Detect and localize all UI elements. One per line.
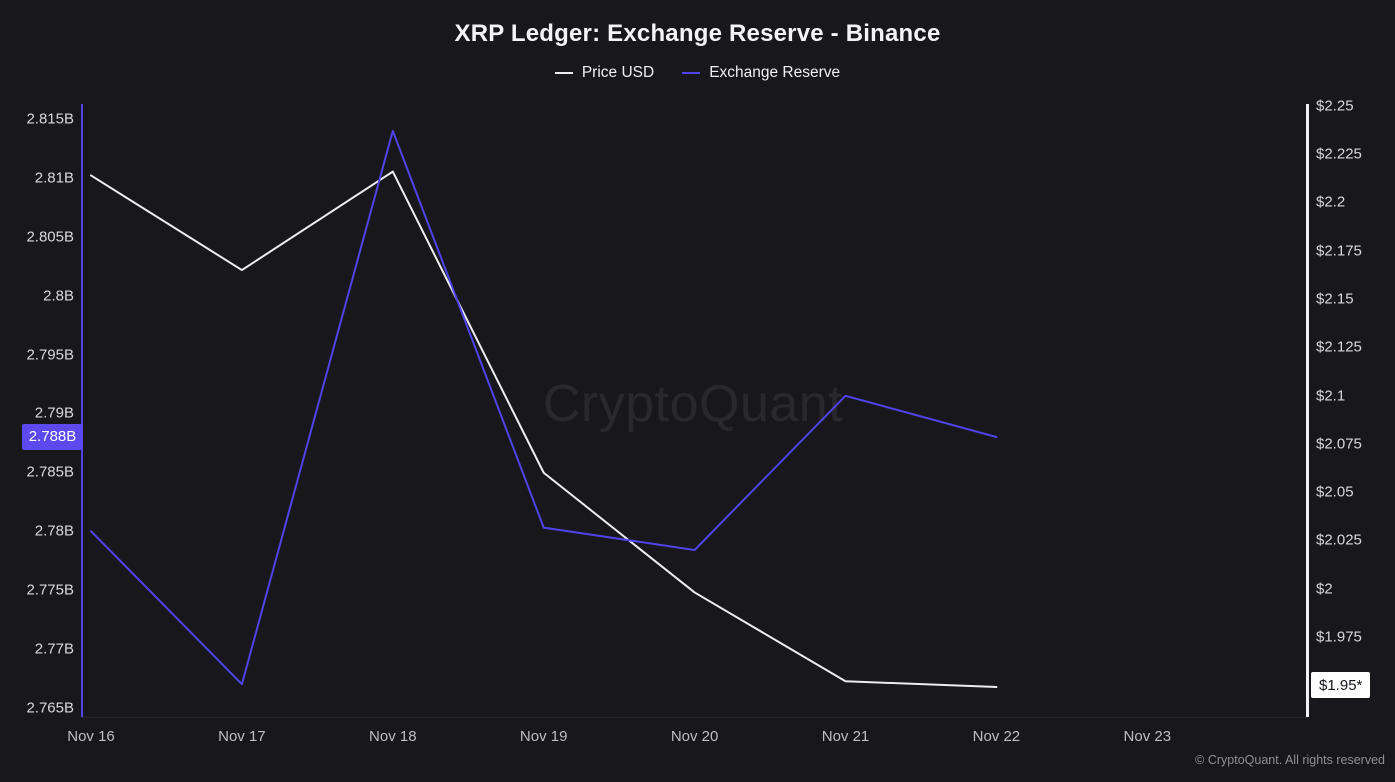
legend-item-price-usd[interactable]: Price USD xyxy=(554,64,655,82)
x-axis-baseline xyxy=(82,717,1308,718)
x-axis-tick: Nov 16 xyxy=(67,728,115,745)
right-axis-tick: $2.025 xyxy=(1316,531,1362,549)
left-axis-line xyxy=(81,104,83,717)
right-axis-tick: $2.225 xyxy=(1316,145,1362,163)
left-axis-tick: 2.785B xyxy=(26,463,74,481)
right-axis-tick: $2 xyxy=(1316,580,1333,598)
series-line-price-usd xyxy=(90,170,998,689)
left-axis-tick: 2.805B xyxy=(26,228,74,246)
right-axis-tick: $2.075 xyxy=(1316,435,1362,453)
right-axis-badge: $1.95* xyxy=(1311,672,1371,699)
series-line-exchange-reserve xyxy=(90,129,998,686)
right-axis-tick: $2.125 xyxy=(1316,338,1362,356)
copyright-footer: © CryptoQuant. All rights reserved xyxy=(1195,753,1385,767)
left-axis-tick: 2.78B xyxy=(34,522,74,540)
legend-label: Price USD xyxy=(581,64,655,81)
chart-legend: Price USD Exchange Reserve xyxy=(0,64,1395,82)
right-axis-tick: $2.2 xyxy=(1316,193,1346,211)
right-axis-tick: $2.175 xyxy=(1316,242,1362,260)
left-axis-tick: 2.775B xyxy=(26,581,74,599)
x-axis-tick: Nov 18 xyxy=(369,728,417,745)
legend-item-exchange-reserve[interactable]: Exchange Reserve xyxy=(682,64,840,82)
x-axis-tick: Nov 17 xyxy=(218,728,266,745)
left-axis-tick: 2.815B xyxy=(26,110,74,128)
x-axis-tick: Nov 22 xyxy=(972,728,1021,745)
left-axis-tick: 2.795B xyxy=(26,346,74,364)
x-axis-tick: Nov 21 xyxy=(821,728,870,745)
x-axis-tick: Nov 20 xyxy=(670,728,719,745)
left-axis-tick: 2.765B xyxy=(26,699,74,717)
right-axis-tick: $2.1 xyxy=(1316,387,1346,405)
x-axis-tick: Nov 23 xyxy=(1123,728,1172,745)
legend-label: Exchange Reserve xyxy=(709,64,841,81)
x-axis-tick: Nov 19 xyxy=(519,728,568,745)
right-axis-tick: $1.975 xyxy=(1316,628,1362,646)
left-axis-tick: 2.8B xyxy=(43,287,74,305)
chart-title: XRP Ledger: Exchange Reserve - Binance xyxy=(454,20,941,47)
left-axis-tick: 2.79B xyxy=(34,404,74,422)
left-axis-tick: 2.77B xyxy=(34,640,74,658)
left-axis-tick: 2.81B xyxy=(34,169,74,187)
exchange-reserve-line-swatch-icon xyxy=(682,72,701,74)
right-axis-tick: $2.25 xyxy=(1316,97,1354,115)
right-axis-tick: $2.05 xyxy=(1316,483,1354,501)
right-axis-line xyxy=(1306,104,1309,717)
price-usd-line-swatch-icon xyxy=(554,72,573,74)
left-axis-badge: 2.788B xyxy=(22,423,83,450)
right-axis-tick: $2.15 xyxy=(1316,290,1354,308)
